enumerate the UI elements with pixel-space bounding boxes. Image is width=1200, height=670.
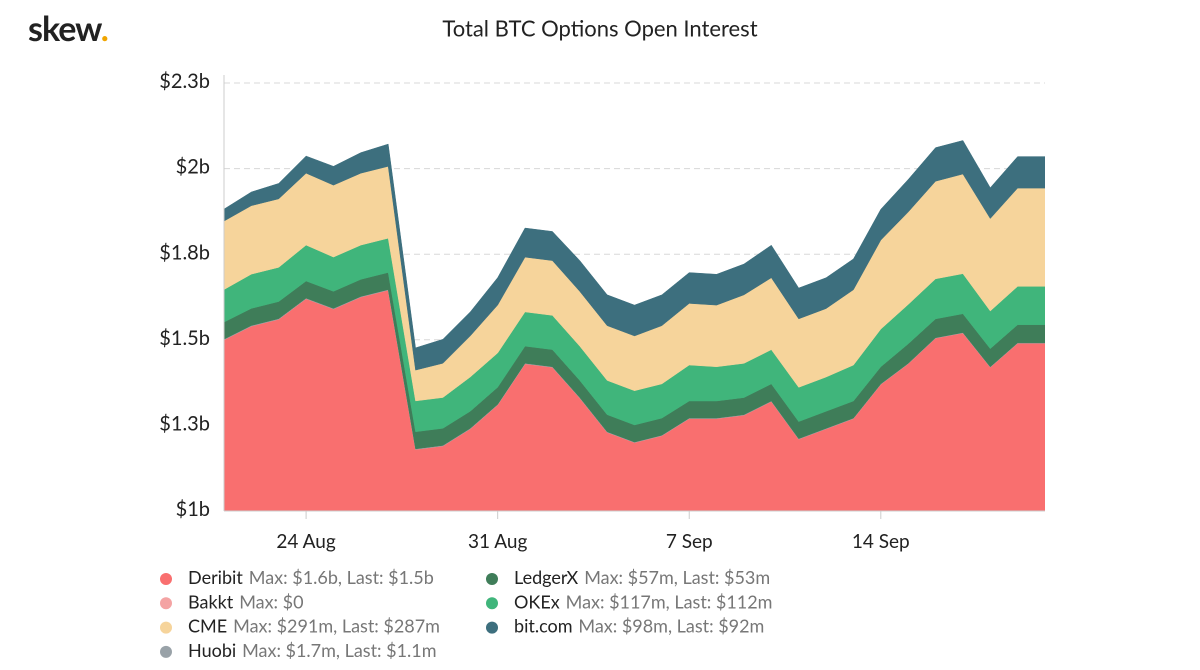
legend-stats: Max: $1.6b, Last: $1.5b bbox=[249, 566, 434, 588]
legend-entry: CME Max: $291m, Last: $287m bbox=[188, 614, 440, 636]
legend-stats: Max: $0 bbox=[239, 590, 303, 612]
legend-marker bbox=[160, 645, 172, 658]
legend-marker bbox=[160, 597, 172, 610]
legend-entry: Deribit Max: $1.6b, Last: $1.5b bbox=[188, 566, 434, 588]
area bbox=[224, 140, 1045, 371]
legend-marker bbox=[160, 573, 172, 585]
legend-name: Huobi bbox=[188, 638, 236, 660]
legend-stats: Max: $57m, Last: $53m bbox=[584, 566, 770, 588]
axes: $1b $1.3b $1.5b $1.8b $2b $2.3b 24 Aug 31 Aug 7 … bbox=[159, 69, 1045, 553]
y-tick-label: $2.3b bbox=[159, 69, 210, 93]
legend-name: bit.com bbox=[514, 614, 572, 636]
legend-stats: Max: $291m, Last: $287m bbox=[233, 614, 440, 636]
logo-dot: . bbox=[101, 8, 108, 49]
areas bbox=[224, 140, 1045, 511]
legend-stats: Max: $98m, Last: $92m bbox=[578, 614, 764, 636]
legend-name: LedgerX bbox=[514, 566, 578, 588]
legend-name: CME bbox=[188, 614, 227, 636]
legend-stats: Max: $1.7m, Last: $1.1m bbox=[242, 638, 436, 660]
x-tick-label: 24 Aug bbox=[276, 530, 335, 553]
legend-marker bbox=[486, 573, 498, 585]
y-tick-label: $2b bbox=[176, 155, 210, 179]
x-tick-label: 31 Aug bbox=[468, 530, 527, 553]
legend-name: OKEx bbox=[514, 590, 560, 612]
legend-marker bbox=[160, 621, 172, 634]
logo-text: skew bbox=[28, 8, 102, 49]
legend-name: Deribit bbox=[188, 566, 243, 588]
legend-stats: Max: $117m, Last: $112m bbox=[566, 590, 773, 612]
legend-marker bbox=[486, 597, 498, 610]
x-tick-label: 7 Sep bbox=[666, 530, 713, 553]
x-tick-label: 14 Sep bbox=[852, 530, 910, 553]
legend-entry: Bakkt Max: $0 bbox=[188, 590, 304, 612]
legend-name: Bakkt bbox=[188, 590, 234, 612]
legend-entry: OKEx Max: $117m, Last: $112m bbox=[514, 590, 772, 612]
legend-marker bbox=[486, 621, 498, 634]
legend-entry: bit.com Max: $98m, Last: $92m bbox=[514, 614, 764, 636]
y-tick-label: $1b bbox=[176, 497, 210, 521]
logo: skew. bbox=[28, 8, 108, 49]
legend-entry: LedgerX Max: $57m, Last: $53m bbox=[514, 566, 770, 588]
y-tick-label: $1.8b bbox=[159, 240, 210, 264]
chart-title: Total BTC Options Open Interest bbox=[442, 15, 757, 42]
legend-entry: Huobi Max: $1.7m, Last: $1.1m bbox=[188, 638, 437, 660]
y-tick-label: $1.3b bbox=[159, 411, 210, 435]
y-tick-label: $1.5b bbox=[159, 326, 210, 350]
